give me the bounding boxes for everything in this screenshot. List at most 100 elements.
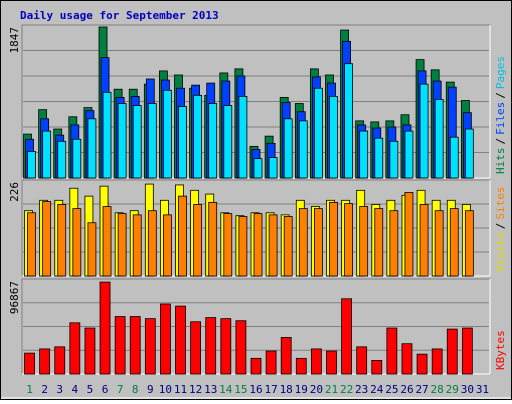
bar <box>220 318 232 375</box>
x-tick-label: 14 <box>219 383 233 396</box>
bar <box>389 140 399 179</box>
bar <box>250 357 262 375</box>
bar <box>99 281 111 375</box>
legend-entry: Files <box>494 102 507 135</box>
x-tick-label: 13 <box>204 383 217 396</box>
x-tick-label: 9 <box>147 383 154 396</box>
bar <box>57 204 67 277</box>
bar <box>54 346 66 375</box>
bar <box>313 208 323 277</box>
bar <box>147 103 157 179</box>
legend-separator: / <box>494 138 507 145</box>
bar <box>102 206 112 277</box>
bar <box>295 357 307 375</box>
bar <box>178 106 187 179</box>
bar <box>42 201 52 277</box>
bar <box>87 118 97 179</box>
bar <box>117 213 127 277</box>
bar <box>434 99 444 179</box>
y-tick-label: 226 <box>8 182 21 202</box>
x-tick-label: 30 <box>461 383 474 396</box>
x-tick-label: 11 <box>174 383 187 396</box>
x-tick-label: 23 <box>355 383 368 396</box>
bar <box>208 201 218 277</box>
x-tick-label: 15 <box>234 383 247 396</box>
legend-entry: Sites <box>494 187 507 220</box>
x-tick-label: 2 <box>41 383 48 396</box>
x-tick-label: 1 <box>26 383 33 396</box>
bar <box>160 303 171 375</box>
bar <box>283 118 293 179</box>
bar <box>147 210 157 277</box>
legend-entry: KBytes <box>494 330 507 370</box>
bar <box>419 204 429 277</box>
bar <box>419 83 429 179</box>
bar <box>102 91 112 179</box>
bar <box>298 120 308 179</box>
x-tick-label: 12 <box>189 383 202 396</box>
legend-separator: / <box>494 92 507 99</box>
bar <box>144 318 156 375</box>
x-tick-label: 8 <box>132 383 139 396</box>
bar <box>205 317 217 375</box>
bar <box>461 327 473 375</box>
x-tick-label: 4 <box>72 383 79 396</box>
bar <box>371 360 383 375</box>
legend: Hits / Files / Pages <box>494 56 507 174</box>
bar <box>163 89 172 179</box>
bar <box>238 96 248 179</box>
x-tick-label: 29 <box>446 383 459 396</box>
chart-title: Daily usage for September 2013 <box>20 9 219 22</box>
bar <box>280 337 292 375</box>
bar <box>132 214 142 277</box>
bar <box>404 191 414 277</box>
bar <box>449 208 459 277</box>
x-tick-label: 7 <box>117 383 124 396</box>
x-tick-label: 5 <box>87 383 94 396</box>
x-tick-label: 25 <box>385 383 398 396</box>
bar <box>356 346 368 375</box>
bar <box>329 96 338 179</box>
bar <box>446 328 458 375</box>
bar <box>313 87 323 179</box>
x-tick-label: 10 <box>159 383 172 396</box>
bar <box>163 214 172 277</box>
y-tick-label: 96867 <box>8 281 21 314</box>
bar <box>42 130 52 179</box>
bar <box>359 130 369 179</box>
bar <box>178 195 187 277</box>
bar <box>329 201 338 277</box>
x-tick-label: 6 <box>102 383 109 396</box>
x-tick-label: 31 <box>476 383 489 396</box>
bar <box>69 322 81 375</box>
x-tick-label: 21 <box>325 383 338 396</box>
legend-entry: Hits <box>494 148 507 175</box>
bar <box>344 63 353 179</box>
legend: KBytes <box>494 330 507 370</box>
x-tick-label: 18 <box>280 383 293 396</box>
x-tick-label: 17 <box>264 383 277 396</box>
bar <box>190 321 202 375</box>
bar <box>39 348 51 375</box>
bar <box>401 343 413 375</box>
bar <box>27 151 36 179</box>
x-tick-label: 28 <box>431 383 444 396</box>
bar <box>431 348 443 375</box>
bar <box>464 210 474 277</box>
bar <box>208 103 218 179</box>
x-tick-label: 27 <box>415 383 428 396</box>
bar <box>253 158 263 179</box>
bar <box>341 298 352 375</box>
bar <box>235 320 247 375</box>
bar <box>193 94 203 179</box>
bar <box>253 213 263 277</box>
bar <box>114 316 126 375</box>
bar <box>298 208 308 277</box>
x-tick-label: 26 <box>400 383 413 396</box>
bar <box>132 105 142 179</box>
bar <box>326 350 337 375</box>
x-tick-label: 16 <box>249 383 262 396</box>
bar <box>434 210 444 277</box>
bar <box>223 213 233 277</box>
